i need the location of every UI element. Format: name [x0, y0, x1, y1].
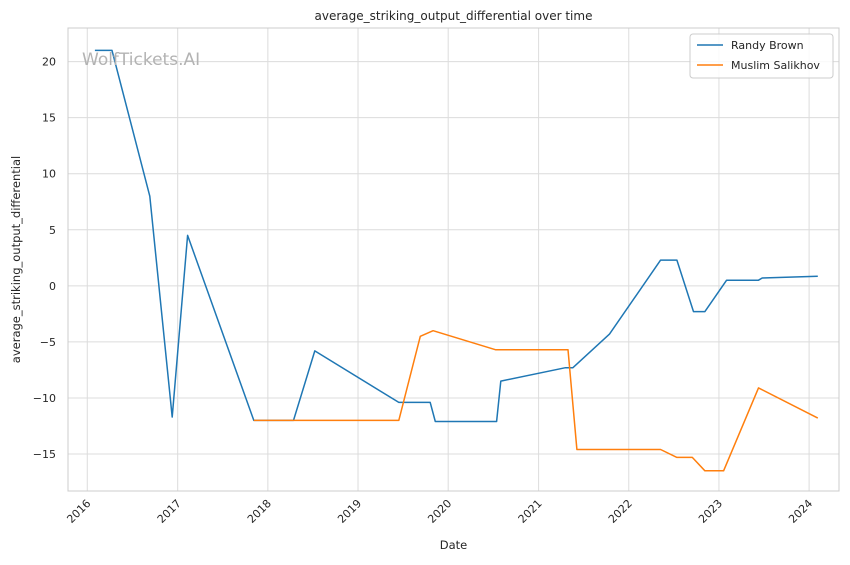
- legend-label: Randy Brown: [731, 39, 804, 52]
- plot-frame: [67, 27, 840, 492]
- y-tick-label: −10: [33, 392, 56, 405]
- y-axis-label: average_striking_output_differential: [9, 156, 23, 363]
- y-tick-label: 0: [49, 280, 56, 293]
- y-tick-label: 10: [42, 168, 56, 181]
- legend-box: [689, 33, 834, 79]
- chart-title: average_striking_output_differential ove…: [315, 9, 593, 23]
- y-tick-label: −15: [33, 448, 56, 461]
- series-lines: [94, 49, 819, 472]
- legend: Randy Brown Muslim Salikhov: [689, 33, 834, 79]
- legend-label: Muslim Salikhov: [731, 59, 820, 72]
- y-tick-label: 5: [49, 224, 56, 237]
- y-tick-label: −5: [40, 336, 56, 349]
- series-line-1: [94, 49, 818, 423]
- x-axis-label: Date: [440, 538, 468, 552]
- y-tick-label: 15: [42, 112, 56, 125]
- y-tick-label: 20: [42, 56, 56, 69]
- watermark: WolfTickets.AI: [82, 50, 200, 70]
- series-line-2: [253, 329, 819, 472]
- grid: [68, 28, 839, 491]
